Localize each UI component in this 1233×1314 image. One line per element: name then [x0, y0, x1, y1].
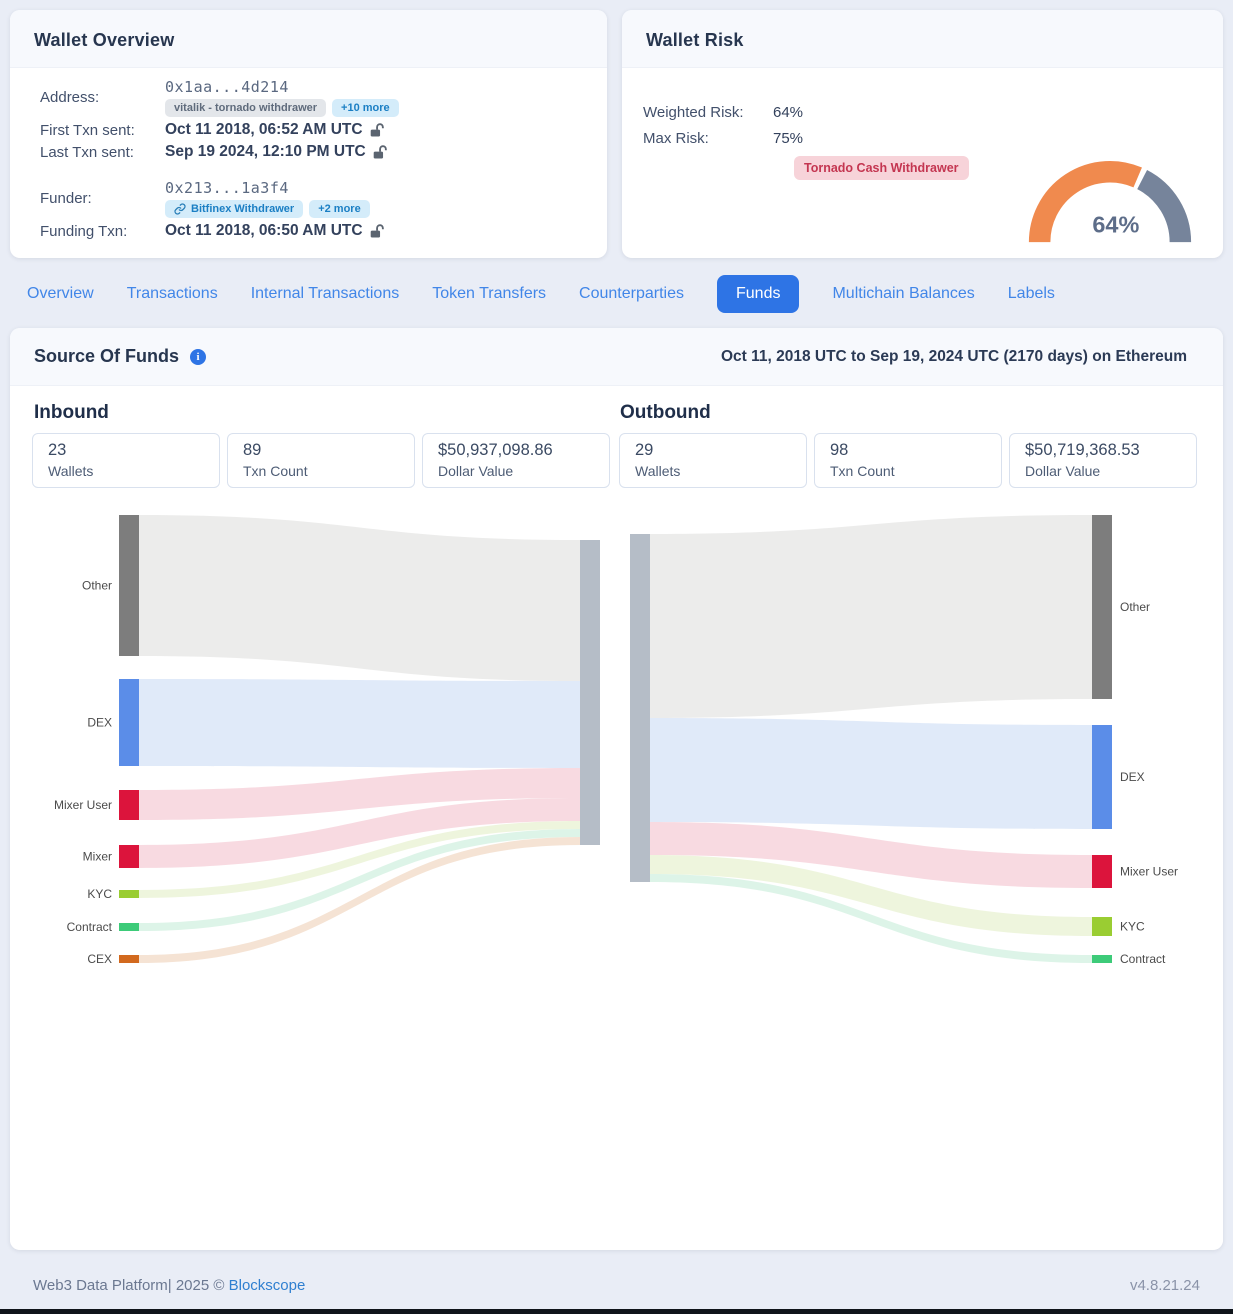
funding-txn-label: Funding Txn:	[40, 222, 128, 240]
svg-text:DEX: DEX	[87, 716, 112, 730]
footer-platform-text: Web3 Data Platform| 2025 ©	[33, 1277, 229, 1294]
tab-funds[interactable]: Funds	[717, 275, 800, 313]
tab-counterparties[interactable]: Counterparties	[579, 285, 684, 302]
last-txn-label: Last Txn sent:	[40, 143, 134, 161]
tab-transactions[interactable]: Transactions	[126, 285, 218, 302]
outbound-heading: Outbound	[620, 402, 711, 423]
wallet-overview-title: Wallet Overview	[10, 10, 607, 68]
wallet-risk-title: Wallet Risk	[622, 10, 1223, 68]
inbound-stats: 23 Wallets 89 Txn Count $50,937,098.86 D…	[32, 433, 610, 488]
funder-row: Funder: 0x213...1a3f4 Bitfinex Withdrawe…	[40, 179, 607, 218]
risk-category-badge[interactable]: Tornado Cash Withdrawer	[794, 156, 969, 180]
svg-text:64%: 64%	[1092, 211, 1139, 237]
max-risk-label: Max Risk:	[643, 130, 709, 147]
tab-overview[interactable]: Overview	[27, 285, 94, 302]
svg-text:KYC: KYC	[1120, 920, 1145, 934]
svg-text:Contract: Contract	[67, 920, 113, 934]
link-icon	[174, 203, 186, 215]
outbound-wallets-stat: 29 Wallets	[619, 433, 807, 488]
svg-text:DEX: DEX	[1120, 770, 1145, 784]
outbound-sankey-chart[interactable]: Other DEX Mixer User KYC Contract	[620, 505, 1200, 975]
address-more-badge[interactable]: +10 more	[332, 99, 399, 117]
date-range-text: Oct 11, 2018 UTC to Sep 19, 2024 UTC (21…	[720, 347, 1187, 365]
svg-text:KYC: KYC	[87, 887, 112, 901]
footer-version: v4.8.21.24	[1129, 1277, 1200, 1294]
source-of-funds-title: Source Of Funds	[34, 346, 180, 366]
funder-value[interactable]: 0x213...1a3f4	[165, 179, 289, 197]
first-txn-label: First Txn sent:	[40, 121, 135, 139]
outbound-txn-count-stat: 98 Txn Count	[814, 433, 1002, 488]
outbound-dollar-value-stat: $50,719,368.53 Dollar Value	[1009, 433, 1197, 488]
first-txn-value: Oct 11 2018, 06:52 AM UTC	[165, 121, 363, 138]
svg-text:Other: Other	[82, 579, 112, 593]
info-icon[interactable]: i	[190, 348, 207, 365]
svg-text:Contract: Contract	[1120, 952, 1166, 966]
unlock-icon[interactable]	[372, 144, 389, 161]
outbound-stats: 29 Wallets 98 Txn Count $50,719,368.53 D…	[619, 433, 1197, 488]
funder-label: Funder:	[40, 190, 92, 207]
unlock-icon[interactable]	[369, 122, 386, 139]
unlock-icon[interactable]	[369, 223, 386, 240]
first-txn-row: First Txn sent: Oct 11 2018, 06:52 AM UT…	[40, 121, 607, 139]
wallet-overview-card: Wallet Overview Address: 0x1aa...4d214 v…	[10, 10, 607, 258]
footer-brand-link[interactable]: Blockscope	[228, 1277, 306, 1294]
tab-multichain-balances[interactable]: Multichain Balances	[832, 285, 975, 302]
inbound-sankey-chart[interactable]: Other DEX Mixer User Mixer KYC Contract CEX	[32, 505, 608, 975]
address-value[interactable]: 0x1aa...4d214	[165, 78, 289, 96]
tab-labels[interactable]: Labels	[1007, 285, 1055, 302]
wallet-overview-body: Address: 0x1aa...4d214 vitalik - tornado…	[10, 68, 607, 240]
wallet-risk-card: Wallet Risk Weighted Risk: 64% Max Risk:…	[622, 10, 1223, 258]
address-label: Address:	[40, 89, 100, 106]
address-row: Address: 0x1aa...4d214 vitalik - tornado…	[40, 78, 607, 117]
footer: Web3 Data Platform| 2025 © Blockscope v4…	[0, 1250, 1233, 1314]
funder-tag-badge[interactable]: Bitfinex Withdrawer	[165, 200, 304, 218]
source-of-funds-card: Source Of Funds i Oct 11, 2018 UTC to Se…	[10, 328, 1223, 1250]
svg-text:Mixer User: Mixer User	[54, 798, 112, 812]
funder-more-badge[interactable]: +2 more	[309, 200, 370, 218]
svg-text:Mixer: Mixer	[83, 850, 112, 864]
last-txn-row: Last Txn sent: Sep 19 2024, 12:10 PM UTC	[40, 143, 607, 161]
tab-internal-transactions[interactable]: Internal Transactions	[250, 285, 400, 302]
funding-txn-value: Oct 11 2018, 06:50 AM UTC	[165, 222, 363, 239]
weighted-risk-value: 64%	[773, 104, 804, 121]
svg-text:CEX: CEX	[87, 952, 112, 966]
max-risk-value: 75%	[773, 130, 804, 147]
tab-bar: Overview Transactions Internal Transacti…	[10, 271, 1223, 317]
inbound-wallets-stat: 23 Wallets	[32, 433, 220, 488]
funding-txn-row: Funding Txn: Oct 11 2018, 06:50 AM UTC	[40, 222, 607, 240]
svg-text:Other: Other	[1120, 600, 1150, 614]
inbound-txn-count-stat: 89 Txn Count	[227, 433, 415, 488]
bottom-edge-bar	[0, 1309, 1233, 1314]
risk-gauge: 64%	[1028, 161, 1192, 243]
inbound-heading: Inbound	[34, 402, 109, 423]
inbound-dollar-value-stat: $50,937,098.86 Dollar Value	[422, 433, 610, 488]
last-txn-value: Sep 19 2024, 12:10 PM UTC	[165, 143, 366, 160]
svg-text:Mixer User: Mixer User	[1120, 865, 1178, 879]
tab-token-transfers[interactable]: Token Transfers	[432, 285, 547, 302]
weighted-risk-label: Weighted Risk:	[643, 104, 744, 121]
address-tag-badge[interactable]: vitalik - tornado withdrawer	[165, 99, 327, 117]
